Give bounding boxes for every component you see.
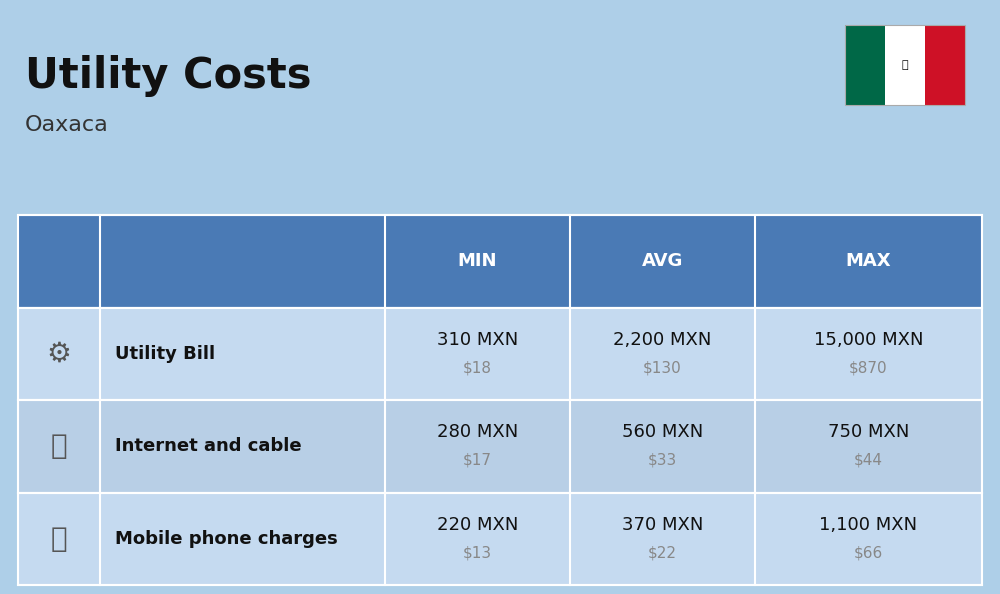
Bar xyxy=(18,215,982,308)
Bar xyxy=(18,400,982,492)
Text: $130: $130 xyxy=(643,360,682,375)
Text: Utility Bill: Utility Bill xyxy=(115,345,215,363)
Text: $66: $66 xyxy=(854,545,883,560)
Text: 15,000 MXN: 15,000 MXN xyxy=(814,331,923,349)
Text: $22: $22 xyxy=(648,545,677,560)
Bar xyxy=(845,25,965,105)
Text: Oaxaca: Oaxaca xyxy=(25,115,109,135)
Bar xyxy=(925,25,965,105)
Text: MIN: MIN xyxy=(458,252,497,270)
Text: 560 MXN: 560 MXN xyxy=(622,424,703,441)
Text: Internet and cable: Internet and cable xyxy=(115,437,302,455)
Text: ⚙: ⚙ xyxy=(47,340,71,368)
Text: 750 MXN: 750 MXN xyxy=(828,424,909,441)
Text: Mobile phone charges: Mobile phone charges xyxy=(115,530,338,548)
Bar xyxy=(18,308,982,400)
Text: $13: $13 xyxy=(463,545,492,560)
Text: $33: $33 xyxy=(648,453,677,467)
Text: 🦅: 🦅 xyxy=(902,60,908,70)
Text: 2,200 MXN: 2,200 MXN xyxy=(613,331,712,349)
Text: 1,100 MXN: 1,100 MXN xyxy=(819,516,918,534)
Text: 📶: 📶 xyxy=(51,432,67,460)
Bar xyxy=(885,25,925,105)
Text: Utility Costs: Utility Costs xyxy=(25,55,312,97)
Text: 280 MXN: 280 MXN xyxy=(437,424,518,441)
Text: MAX: MAX xyxy=(846,252,891,270)
Text: AVG: AVG xyxy=(642,252,683,270)
Text: 📱: 📱 xyxy=(51,525,67,553)
Text: 310 MXN: 310 MXN xyxy=(437,331,518,349)
Bar xyxy=(18,492,982,585)
Text: 220 MXN: 220 MXN xyxy=(437,516,518,534)
Text: $44: $44 xyxy=(854,453,883,467)
Text: $17: $17 xyxy=(463,453,492,467)
Bar xyxy=(845,25,885,105)
Text: 370 MXN: 370 MXN xyxy=(622,516,703,534)
Text: $870: $870 xyxy=(849,360,888,375)
Text: $18: $18 xyxy=(463,360,492,375)
